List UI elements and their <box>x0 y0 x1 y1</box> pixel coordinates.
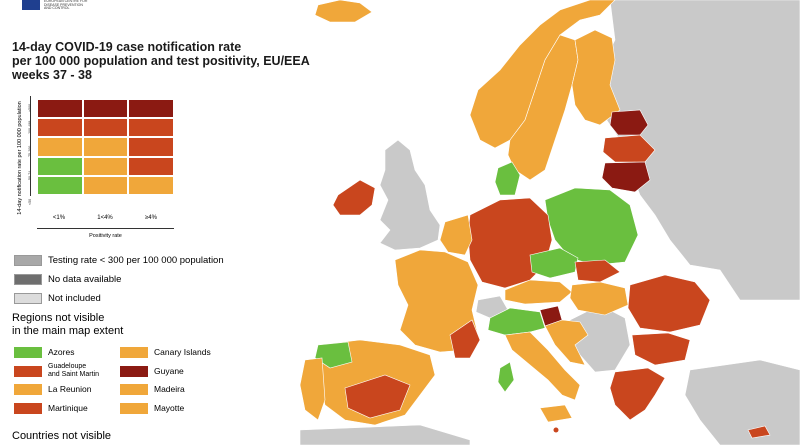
malta-region <box>553 427 559 433</box>
countries-not-visible-heading: Countries not visible <box>12 430 112 442</box>
matrix-cell <box>37 118 83 138</box>
region-item: Madeira <box>120 382 225 398</box>
title-line-1: 14-day COVID-19 case notification rate <box>12 40 242 54</box>
ecdc-logo: EUROPEAN CENTRE FOR DISEASE PREVENTION A… <box>22 0 117 10</box>
regions-heading: Regions not visible in the main map exte… <box>12 312 124 337</box>
title-line-3: weeks 37 - 38 <box>12 68 92 82</box>
region-item: Guadeloupe and Saint Martin <box>14 362 119 380</box>
france-southeast-region <box>449 319 481 359</box>
matrix-x-tick: <1% <box>52 215 66 221</box>
legend-label: Not included <box>48 293 101 304</box>
legend-swatch <box>14 255 42 266</box>
italy-north-region <box>487 307 546 336</box>
legend-swatch <box>14 274 42 285</box>
logo-text: EUROPEAN CENTRE FOR DISEASE PREVENTION A… <box>44 0 88 11</box>
region-item: Martinique <box>14 401 119 417</box>
matrix-cell <box>37 99 83 119</box>
spain-central-region <box>344 374 411 419</box>
uk-region <box>379 139 441 251</box>
poland-region <box>544 187 639 266</box>
denmark-region <box>494 161 521 196</box>
region-name: Guadeloupe and Saint Martin <box>48 362 99 378</box>
estonia-region <box>609 109 649 136</box>
region-swatch <box>14 402 42 414</box>
matrix-cell <box>37 137 83 157</box>
matrix-cell <box>128 118 174 138</box>
region-item: La Reunion <box>14 382 119 398</box>
matrix-x-tick: 1<4% <box>97 215 113 221</box>
matrix-x-tick: ≥4% <box>145 215 157 221</box>
sicily-region <box>539 404 573 423</box>
region-name: La Reunion <box>48 384 92 394</box>
ireland-region <box>332 179 376 216</box>
cyprus-region <box>747 425 771 439</box>
portugal-region <box>299 357 326 421</box>
croatia-region <box>544 319 589 366</box>
region-name: Martinique <box>48 402 88 413</box>
title-line-2: per 100 000 population and test positivi… <box>12 54 310 68</box>
austria-region <box>504 279 573 305</box>
positivity-rate-matrix <box>37 99 174 195</box>
matrix-cell <box>82 175 129 195</box>
region-name: Guyane <box>154 365 184 376</box>
north-africa-region <box>299 424 471 445</box>
matrix-y-tick: >500 <box>28 103 32 112</box>
matrix-cell <box>37 175 83 195</box>
matrix-y-tick: <50 <box>28 198 32 205</box>
matrix-cell <box>37 156 83 176</box>
region-swatch <box>14 347 42 358</box>
matrix-cell <box>82 137 129 157</box>
matrix-y-tick: 200-499 <box>28 120 32 134</box>
romania-region <box>627 274 711 333</box>
region-item: Azores <box>14 345 119 361</box>
eu-flag-icon <box>22 0 40 10</box>
turkey-region <box>684 359 800 445</box>
matrix-x-axis-line <box>37 228 174 229</box>
spain-northwest-region <box>314 341 353 369</box>
region-swatch <box>14 384 42 395</box>
czechia-region <box>529 247 579 279</box>
region-item: Guyane <box>120 364 225 380</box>
matrix-cell <box>82 99 129 119</box>
legend-swatch <box>14 293 42 304</box>
hungary-region <box>569 281 629 316</box>
slovakia-region <box>574 259 621 283</box>
region-name: Madeira <box>154 384 185 394</box>
matrix-cell <box>128 99 174 119</box>
finland-region <box>571 29 621 126</box>
region-swatch <box>120 402 148 414</box>
matrix-cell <box>82 156 129 176</box>
lithuania-region <box>601 161 651 193</box>
benelux-region <box>439 214 473 256</box>
iceland-region <box>314 0 373 23</box>
region-name: Mayotte <box>154 402 185 413</box>
matrix-y-tick: 75-200 <box>28 145 32 157</box>
greece-region <box>609 367 666 421</box>
region-swatch <box>120 365 148 377</box>
matrix-cell <box>82 118 129 138</box>
matrix-cell <box>128 137 174 157</box>
italy-south-region <box>504 331 581 401</box>
region-item: Mayotte <box>120 401 225 417</box>
region-swatch <box>14 365 42 377</box>
bulgaria-region <box>631 332 691 366</box>
region-name: Azores <box>48 347 75 357</box>
sardinia-region <box>497 361 515 393</box>
region-swatch <box>120 347 148 358</box>
map-title: 14-day COVID-19 case notification rate p… <box>12 40 312 82</box>
matrix-y-axis-line <box>30 96 31 196</box>
matrix-cell <box>128 175 174 195</box>
matrix-cell <box>128 156 174 176</box>
region-name: Canary Islands <box>154 347 211 357</box>
legend-label: Testing rate < 300 per 100 000 populatio… <box>48 255 224 266</box>
region-swatch <box>120 384 148 395</box>
legend-label: No data available <box>48 274 122 285</box>
matrix-x-axis-label: Positivity rate <box>89 233 122 239</box>
matrix-y-tick: 50-74 <box>28 170 32 180</box>
region-item: Canary Islands <box>120 345 225 361</box>
